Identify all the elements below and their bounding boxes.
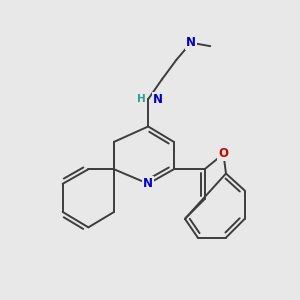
Text: N: N <box>143 177 153 190</box>
Text: N: N <box>186 36 196 49</box>
Text: H: H <box>136 94 145 104</box>
Text: N: N <box>153 93 164 106</box>
Text: O: O <box>218 147 228 161</box>
